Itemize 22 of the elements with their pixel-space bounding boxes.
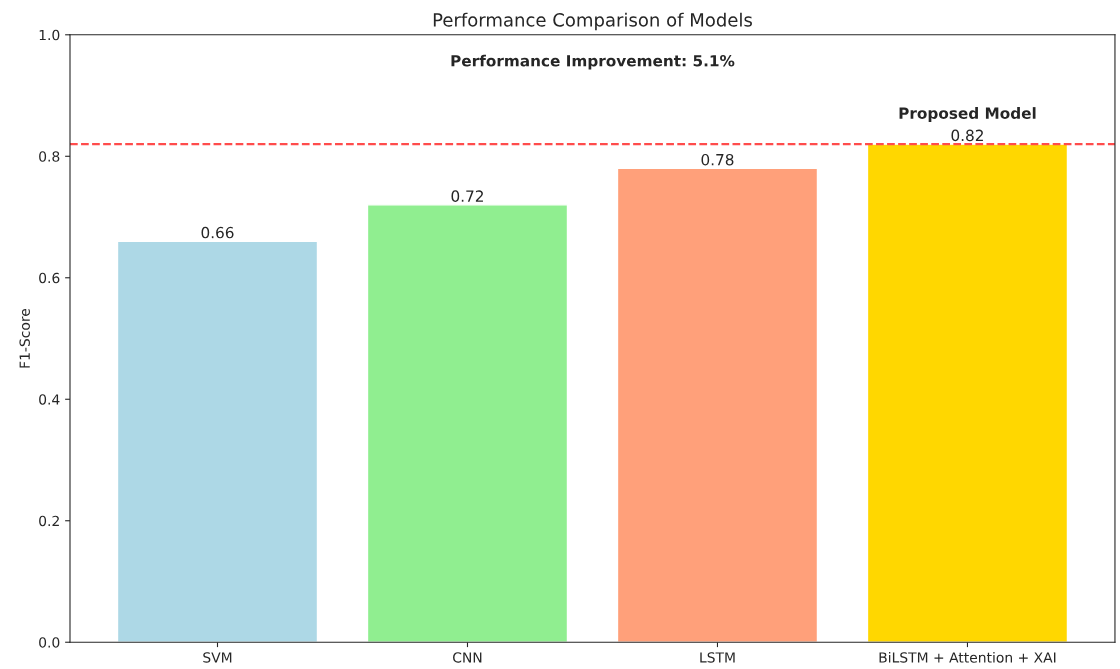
annotation: Performance Improvement: 5.1% [451, 54, 735, 70]
data-label: 0.72 [451, 190, 483, 202]
x-tick-label: CNN [453, 652, 482, 663]
bar [366, 204, 569, 643]
y-tick-label: 0.2 [39, 515, 59, 527]
y-tick-label: 1.0 [39, 29, 60, 41]
bar [116, 240, 319, 643]
chart-title: Performance Comparison of Models [433, 12, 752, 31]
x-tick-label: BiLSTM + Attention + XAI [879, 651, 1056, 663]
data-label: 0.66 [201, 226, 234, 239]
bar [866, 143, 1069, 643]
x-tick-label: SVM [203, 652, 232, 663]
y-tick-label: 0.6 [39, 272, 60, 284]
data-label: 0.82 [951, 129, 983, 142]
annotation: Proposed Model [899, 107, 1036, 122]
y-tick-label: 0.4 [39, 394, 60, 405]
bar [616, 167, 819, 643]
x-tick-label: LSTM [700, 652, 735, 663]
data-label: 0.78 [701, 153, 734, 166]
y-axis-title: F1-Score [19, 308, 30, 368]
y-tick-label: 0.8 [39, 151, 60, 162]
y-tick-label: 0.0 [39, 637, 60, 648]
